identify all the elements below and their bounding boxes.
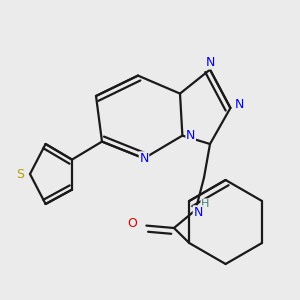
Text: N: N	[235, 98, 244, 111]
Text: N: N	[186, 129, 195, 142]
Text: N: N	[205, 56, 215, 69]
Text: H: H	[201, 199, 209, 209]
Text: O: O	[127, 217, 137, 230]
Text: N: N	[139, 152, 149, 165]
Text: S: S	[16, 167, 24, 181]
Text: N: N	[193, 206, 203, 219]
